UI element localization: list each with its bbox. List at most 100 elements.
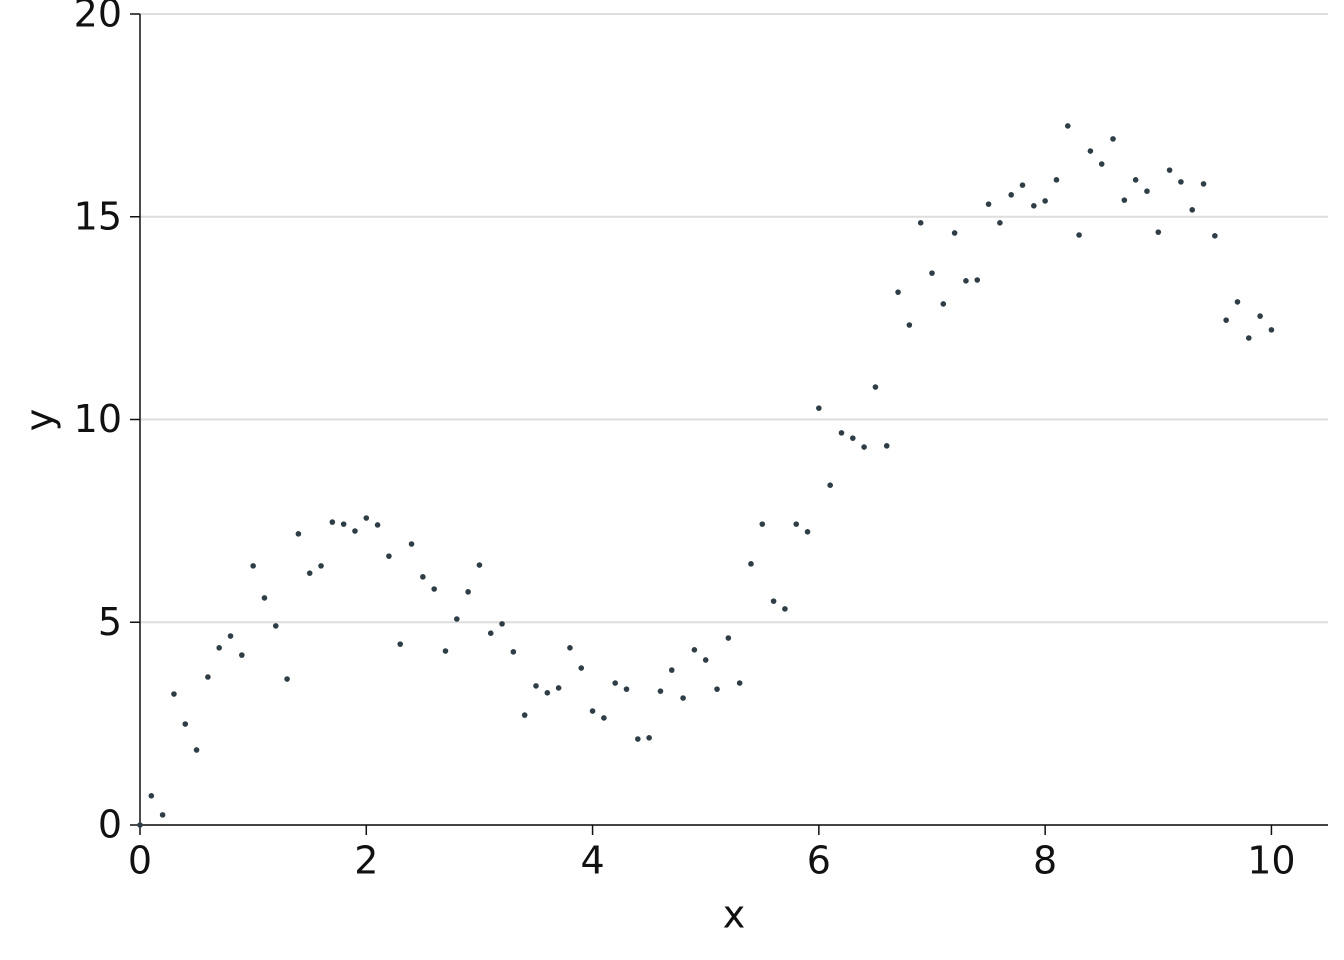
point	[408, 541, 415, 547]
point	[782, 606, 788, 612]
point	[431, 586, 437, 592]
point	[442, 648, 449, 654]
point	[1087, 148, 1094, 154]
point	[159, 812, 166, 818]
point	[668, 667, 675, 673]
point	[1121, 197, 1128, 203]
point	[1008, 192, 1014, 198]
point	[205, 674, 211, 680]
point	[623, 686, 630, 692]
point	[793, 521, 800, 527]
point	[601, 715, 607, 721]
point	[646, 735, 652, 741]
point	[1110, 136, 1116, 142]
point	[555, 685, 562, 691]
point	[985, 201, 992, 207]
point	[261, 595, 268, 601]
point	[1132, 177, 1139, 183]
point	[318, 563, 324, 569]
point	[974, 277, 981, 283]
point	[272, 623, 279, 629]
point	[748, 561, 754, 567]
x-tick-label: 2	[354, 839, 378, 883]
point	[702, 657, 709, 663]
x-tick-label: 0	[128, 839, 152, 883]
y-tick-label: 20	[74, 0, 122, 36]
point	[250, 563, 256, 569]
point	[680, 695, 686, 701]
point	[329, 519, 336, 525]
point	[544, 690, 551, 696]
x-tick-label: 10	[1247, 839, 1295, 883]
point	[917, 220, 924, 226]
point	[770, 598, 777, 604]
point	[1031, 203, 1037, 209]
point	[589, 708, 596, 714]
point	[635, 736, 641, 742]
point	[1155, 229, 1162, 235]
point	[1189, 207, 1196, 213]
y-tick-label: 0	[98, 803, 122, 847]
point	[578, 665, 585, 671]
point	[883, 443, 890, 449]
point	[306, 570, 313, 576]
point	[1064, 123, 1071, 129]
point	[1076, 232, 1082, 238]
point	[352, 528, 358, 534]
point	[725, 635, 732, 641]
point	[1212, 233, 1218, 239]
point	[827, 482, 833, 488]
point	[861, 444, 867, 450]
point	[1257, 313, 1263, 319]
point	[284, 676, 290, 682]
y-tick-label: 5	[98, 600, 122, 644]
point	[476, 562, 483, 568]
point	[1234, 299, 1241, 305]
point	[239, 652, 245, 658]
point	[465, 589, 471, 595]
point	[386, 553, 392, 559]
point	[521, 712, 528, 718]
y-tick-label: 15	[74, 194, 122, 238]
point	[657, 688, 664, 694]
point	[1053, 177, 1060, 183]
point	[612, 680, 618, 686]
point	[1246, 335, 1252, 341]
point	[759, 521, 766, 527]
point	[872, 384, 879, 390]
point	[1098, 161, 1105, 167]
point	[1200, 181, 1207, 187]
point	[1223, 317, 1229, 323]
x-tick-label: 6	[807, 839, 831, 883]
point	[804, 529, 811, 535]
point	[182, 721, 189, 727]
point	[850, 435, 856, 441]
point	[567, 644, 573, 651]
point	[499, 621, 505, 627]
point	[895, 289, 901, 295]
point	[487, 630, 494, 636]
point	[340, 521, 347, 527]
point	[736, 680, 743, 686]
point	[906, 322, 913, 328]
point	[420, 574, 426, 580]
y-tick-label: 10	[74, 397, 122, 441]
point	[148, 793, 155, 799]
point	[397, 641, 404, 647]
point	[374, 522, 381, 528]
point	[1042, 198, 1048, 204]
point	[929, 270, 935, 276]
point	[216, 644, 222, 651]
point	[691, 647, 698, 653]
point	[454, 616, 460, 622]
y-axis-label: y	[18, 409, 62, 432]
point	[137, 822, 143, 828]
point	[997, 220, 1003, 226]
point	[1178, 179, 1184, 185]
point	[714, 686, 720, 692]
x-tick-label: 4	[580, 839, 604, 883]
point	[533, 683, 539, 689]
x-axis-label: x	[723, 893, 746, 937]
x-tick-label: 8	[1033, 839, 1057, 883]
